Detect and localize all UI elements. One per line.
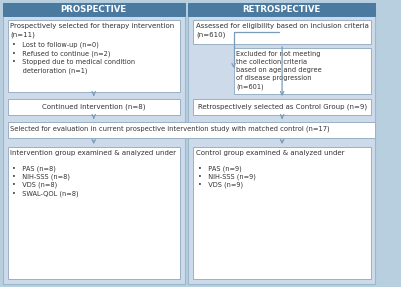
FancyBboxPatch shape — [8, 122, 375, 138]
Text: RETROSPECTIVE: RETROSPECTIVE — [243, 5, 321, 13]
Text: Retrospectively selected as Control Group (n=9): Retrospectively selected as Control Grou… — [198, 104, 367, 110]
FancyBboxPatch shape — [193, 20, 371, 44]
Text: Assessed for eligibility based on inclusion criteria
(n=610): Assessed for eligibility based on inclus… — [196, 23, 369, 38]
FancyBboxPatch shape — [193, 147, 371, 279]
FancyBboxPatch shape — [8, 20, 180, 92]
FancyBboxPatch shape — [193, 99, 371, 115]
Text: Control group examined & analyzed under: Control group examined & analyzed under — [196, 150, 344, 156]
Text: •   Lost to follow-up (n=0)
•   Refused to continue (n=2)
•   Stopped due to med: • Lost to follow-up (n=0) • Refused to c… — [12, 42, 136, 73]
Text: Prospectively selected for therapy intervention
(n=11): Prospectively selected for therapy inter… — [10, 23, 174, 38]
FancyBboxPatch shape — [8, 147, 180, 279]
Text: •   PAS (n=9)
•   NIH-SSS (n=9)
•   VDS (n=9): • PAS (n=9) • NIH-SSS (n=9) • VDS (n=9) — [198, 165, 256, 189]
FancyBboxPatch shape — [3, 3, 184, 16]
FancyBboxPatch shape — [188, 3, 375, 16]
Text: Continued intervention (n=8): Continued intervention (n=8) — [42, 104, 146, 110]
Text: PROSPECTIVE: PROSPECTIVE — [61, 5, 127, 13]
FancyBboxPatch shape — [234, 48, 371, 94]
Text: Excluded for not meeting
the collection criteria
based on age and degree
of dise: Excluded for not meeting the collection … — [237, 51, 322, 90]
Text: •   PAS (n=8)
•   NIH-SSS (n=8)
•   VDS (n=8)
•   SWAL-QOL (n=8): • PAS (n=8) • NIH-SSS (n=8) • VDS (n=8) … — [12, 165, 79, 197]
FancyBboxPatch shape — [188, 3, 375, 284]
FancyBboxPatch shape — [3, 3, 184, 284]
FancyBboxPatch shape — [8, 99, 180, 115]
Text: Selected for evaluation in current prospective intervention study with matched c: Selected for evaluation in current prosp… — [10, 125, 330, 131]
Text: Intervention group examined & analyzed under: Intervention group examined & analyzed u… — [10, 150, 176, 156]
